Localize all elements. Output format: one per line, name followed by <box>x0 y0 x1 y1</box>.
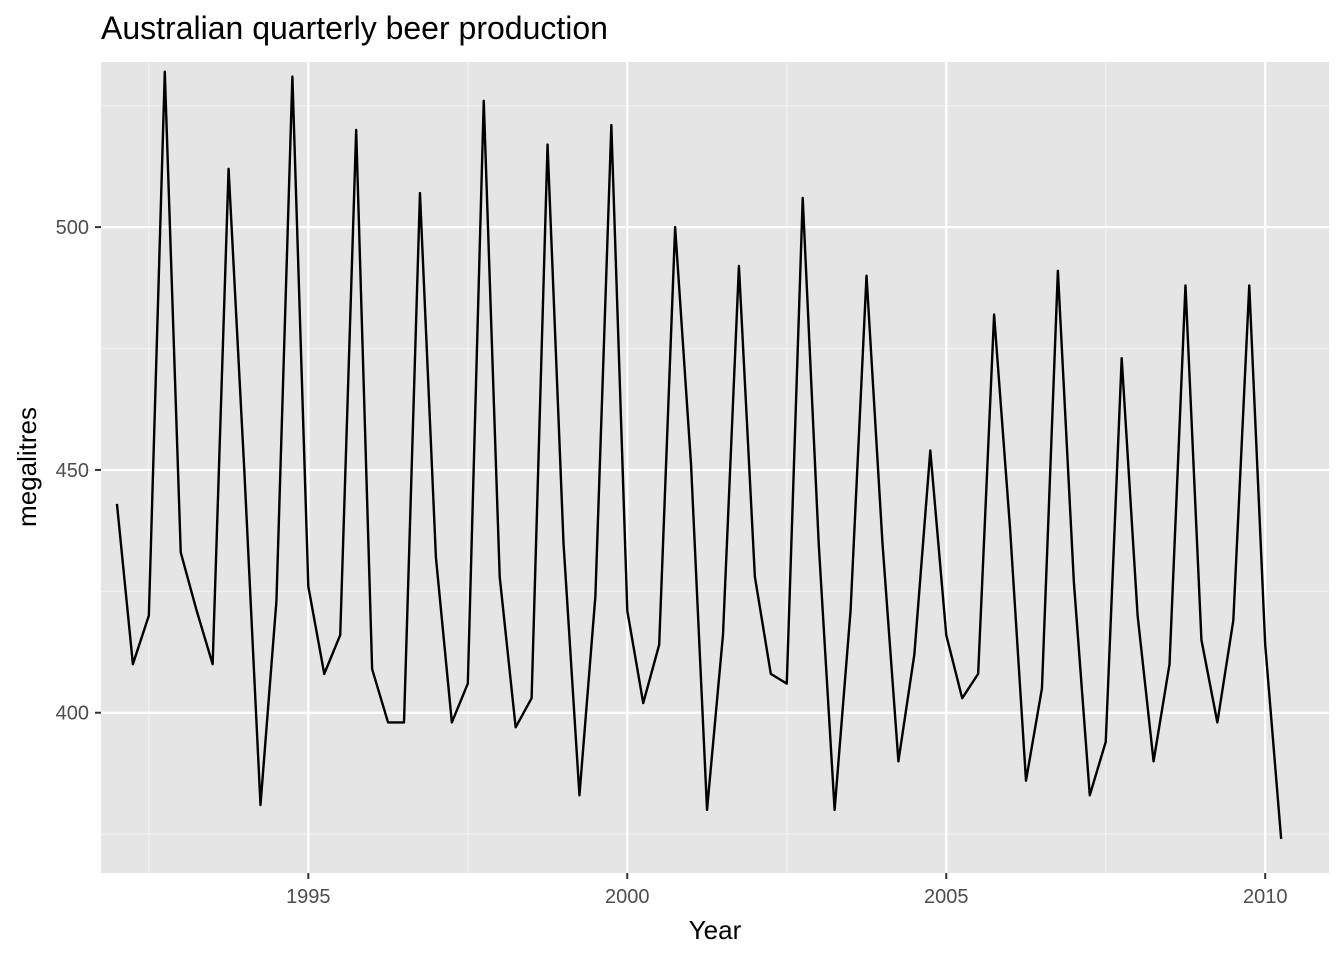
y-tick-label: 500 <box>56 217 89 239</box>
plot-panel <box>101 62 1329 873</box>
y-axis-title: megalitres <box>12 407 42 527</box>
minor-gridlines <box>101 62 1329 873</box>
x-tick-label: 2000 <box>605 886 650 908</box>
y-tick-label: 400 <box>56 703 89 725</box>
x-tick-label: 1995 <box>286 886 331 908</box>
series-line <box>115 70 1283 840</box>
y-axis: 400 450 500 <box>56 217 101 725</box>
series-layer <box>115 70 1283 840</box>
x-axis-title: Year <box>689 915 742 945</box>
x-axis: 1995 2000 2005 2010 <box>286 873 1287 908</box>
x-tick-label: 2005 <box>924 886 969 908</box>
x-tick-label: 2010 <box>1243 886 1288 908</box>
y-tick-label: 450 <box>56 460 89 482</box>
chart-title: Australian quarterly beer production <box>101 10 608 46</box>
